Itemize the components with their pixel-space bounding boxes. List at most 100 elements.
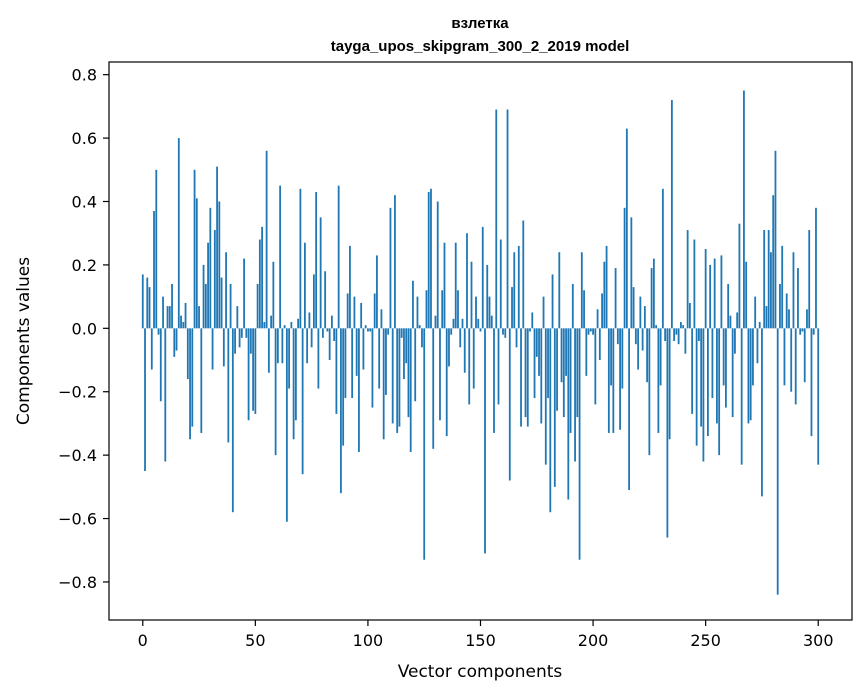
- x-tick-label: 200: [578, 631, 609, 650]
- bar-47: [247, 328, 250, 421]
- bar-244: [691, 328, 694, 414]
- bar-240: [682, 325, 685, 329]
- bar-41: [234, 328, 236, 354]
- bar-107: [382, 328, 385, 440]
- x-tick-label: 250: [690, 631, 721, 650]
- bar-222: [641, 328, 644, 351]
- bar-182: [551, 274, 554, 329]
- bar-281: [774, 150, 777, 329]
- bar-185: [558, 252, 561, 329]
- bar-92: [349, 245, 351, 329]
- bar-176: [538, 328, 540, 376]
- bar-242: [686, 230, 689, 329]
- bar-174: [533, 328, 536, 399]
- bar-113: [396, 328, 399, 433]
- bar-226: [650, 268, 653, 329]
- bar-66: [290, 321, 293, 329]
- bar-157: [495, 109, 498, 329]
- bar-147: [472, 328, 475, 389]
- bar-33: [216, 166, 218, 329]
- bar-5: [153, 211, 155, 329]
- bar-232: [664, 328, 667, 341]
- bar-79: [319, 217, 322, 329]
- bar-70: [299, 188, 302, 329]
- bar-1: [144, 328, 146, 471]
- bar-282: [776, 328, 779, 595]
- bar-262: [731, 328, 734, 418]
- bar-60: [276, 328, 279, 364]
- bar-86: [335, 328, 338, 414]
- bar-142: [461, 318, 464, 329]
- bar-291: [797, 268, 799, 329]
- bar-56: [267, 328, 270, 373]
- bar-97: [360, 302, 363, 329]
- bar-300: [817, 328, 820, 465]
- bar-91: [346, 293, 349, 329]
- bar-40: [231, 328, 234, 513]
- bar-57: [270, 315, 273, 329]
- bar-271: [752, 328, 754, 386]
- bar-51: [256, 283, 259, 329]
- bar-208: [610, 328, 612, 386]
- bar-104: [376, 255, 378, 329]
- bar-76: [312, 274, 315, 329]
- bar-2: [146, 277, 149, 329]
- bar-192: [574, 328, 576, 462]
- bar-196: [583, 290, 585, 329]
- bar-258: [722, 328, 725, 386]
- bar-224: [646, 328, 649, 383]
- bar-125: [423, 328, 426, 560]
- bar-138: [452, 318, 455, 329]
- x-tick-label: 300: [803, 631, 834, 650]
- bar-248: [700, 328, 703, 427]
- bar-198: [587, 328, 590, 335]
- bar-28: [204, 283, 207, 329]
- bar-115: [400, 328, 403, 338]
- bar-121: [414, 328, 417, 402]
- bar-73: [306, 328, 309, 364]
- bar-16: [177, 138, 180, 329]
- bar-169: [522, 220, 525, 329]
- bar-114: [398, 328, 401, 427]
- bar-218: [632, 287, 635, 329]
- y-tick-label: −0.4: [58, 446, 97, 465]
- bar-287: [788, 309, 790, 329]
- bar-210: [614, 268, 617, 329]
- bar-0: [141, 274, 144, 329]
- bar-293: [801, 328, 804, 332]
- bar-171: [526, 328, 529, 427]
- bar-273: [756, 328, 759, 364]
- bar-278: [767, 230, 770, 329]
- bar-187: [562, 328, 565, 418]
- bar-14: [173, 328, 176, 357]
- bar-26: [200, 328, 203, 433]
- y-tick-label: 0.6: [72, 129, 97, 148]
- bar-49: [252, 328, 254, 411]
- bar-116: [403, 328, 405, 380]
- bar-238: [677, 328, 680, 345]
- bar-225: [648, 328, 651, 456]
- bar-214: [623, 207, 626, 329]
- bar-71: [301, 328, 304, 475]
- bar-48: [249, 328, 252, 354]
- x-tick-label: 100: [353, 631, 384, 650]
- bar-127: [427, 191, 430, 329]
- bar-30: [209, 207, 212, 329]
- bar-101: [369, 328, 372, 332]
- bar-74: [308, 312, 311, 329]
- bar-195: [580, 252, 583, 329]
- bar-165: [513, 252, 516, 329]
- bar-228: [655, 325, 658, 329]
- bar-166: [515, 328, 518, 348]
- bar-31: [211, 328, 214, 370]
- bar-279: [770, 252, 772, 329]
- bar-203: [598, 328, 601, 361]
- bar-112: [394, 195, 396, 329]
- bar-230: [659, 328, 662, 386]
- bar-80: [321, 328, 324, 338]
- bar-34: [218, 201, 221, 329]
- bar-133: [441, 290, 444, 329]
- bar-102: [371, 328, 374, 408]
- bar-263: [734, 328, 736, 354]
